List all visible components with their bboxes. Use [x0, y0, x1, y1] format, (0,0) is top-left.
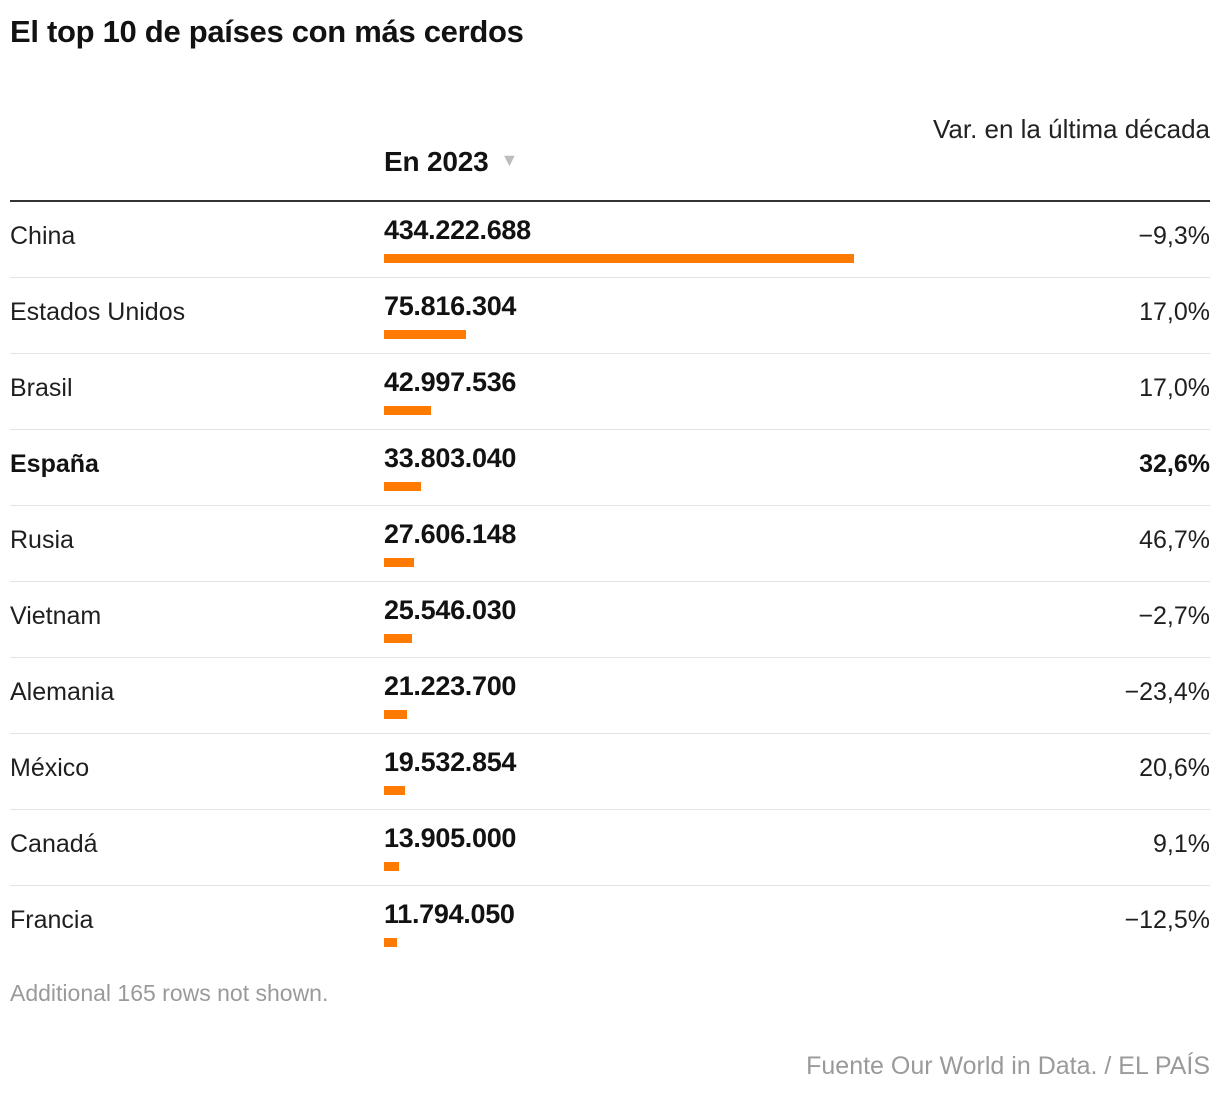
- value-bar: [384, 330, 466, 339]
- table-row: Francia 11.794.050 −12,5%: [10, 886, 1210, 961]
- table-header: En 2023 ▼ Var. en la última década: [10, 100, 1210, 202]
- source-credit: Fuente Our World in Data. / EL PAÍS: [806, 1052, 1210, 1080]
- value-label: 25.546.030: [384, 595, 517, 625]
- variation-label: 17,0%: [1139, 374, 1210, 402]
- value-label: 19.532.854: [384, 747, 517, 777]
- value-bar: [384, 254, 854, 263]
- value-bar: [384, 558, 414, 567]
- value-label: 434.222.688: [384, 215, 531, 245]
- country-label: México: [10, 754, 90, 782]
- table-row: China 434.222.688 −9,3%: [10, 202, 1210, 278]
- country-label: Vietnam: [10, 602, 102, 630]
- country-label: Alemania: [10, 678, 115, 706]
- value-bar: [384, 634, 412, 643]
- table-row: Vietnam 25.546.030 −2,7%: [10, 582, 1210, 658]
- chart-title: El top 10 de países con más cerdos: [10, 14, 524, 49]
- variation-label: 9,1%: [1153, 830, 1210, 858]
- column-header-value-label: En 2023: [384, 146, 489, 177]
- country-label: España: [10, 450, 99, 478]
- value-bar: [384, 406, 431, 415]
- country-label: Estados Unidos: [10, 298, 186, 326]
- table-body: China 434.222.688 −9,3% Estados Unidos 75.81…: [10, 202, 1210, 961]
- variation-label: 17,0%: [1139, 298, 1210, 326]
- value-label: 11.794.050: [384, 899, 515, 929]
- variation-label: −2,7%: [1138, 602, 1210, 630]
- value-label: 13.905.000: [384, 823, 517, 853]
- country-label: Rusia: [10, 526, 74, 554]
- table-row: Brasil 42.997.536 17,0%: [10, 354, 1210, 430]
- variation-label: −12,5%: [1124, 906, 1211, 934]
- country-label: Brasil: [10, 374, 73, 402]
- country-label: China: [10, 222, 76, 250]
- value-label: 33.803.040: [384, 443, 517, 473]
- variation-label: 46,7%: [1139, 526, 1210, 554]
- country-label: Francia: [10, 906, 94, 934]
- value-bar: [384, 862, 399, 871]
- variation-label: −23,4%: [1124, 678, 1211, 706]
- value-label: 27.606.148: [384, 519, 517, 549]
- sort-descending-icon[interactable]: ▼: [500, 150, 519, 170]
- variation-label: 20,6%: [1139, 754, 1210, 782]
- table-row: México 19.532.854 20,6%: [10, 734, 1210, 810]
- country-label: Canadá: [10, 830, 98, 858]
- table-row: España 33.803.040 32,6%: [10, 430, 1210, 506]
- value-label: 42.997.536: [384, 367, 517, 397]
- value-bar: [384, 938, 397, 947]
- table-row: Alemania 21.223.700 −23,4%: [10, 658, 1210, 734]
- value-bar: [384, 710, 407, 719]
- value-label: 21.223.700: [384, 671, 517, 701]
- table-row: Estados Unidos 75.816.304 17,0%: [10, 278, 1210, 354]
- value-bar: [384, 482, 421, 491]
- value-bar: [384, 786, 405, 795]
- variation-label: 32,6%: [1139, 450, 1210, 478]
- table-row: Canadá 13.905.000 9,1%: [10, 810, 1210, 886]
- column-header-variation[interactable]: Var. en la última década: [932, 114, 1210, 144]
- table-row: Rusia 27.606.148 46,7%: [10, 506, 1210, 582]
- variation-label: −9,3%: [1138, 222, 1210, 250]
- value-label: 75.816.304: [384, 291, 517, 321]
- footnote: Additional 165 rows not shown.: [10, 980, 329, 1006]
- column-header-value[interactable]: En 2023 ▼: [384, 146, 518, 178]
